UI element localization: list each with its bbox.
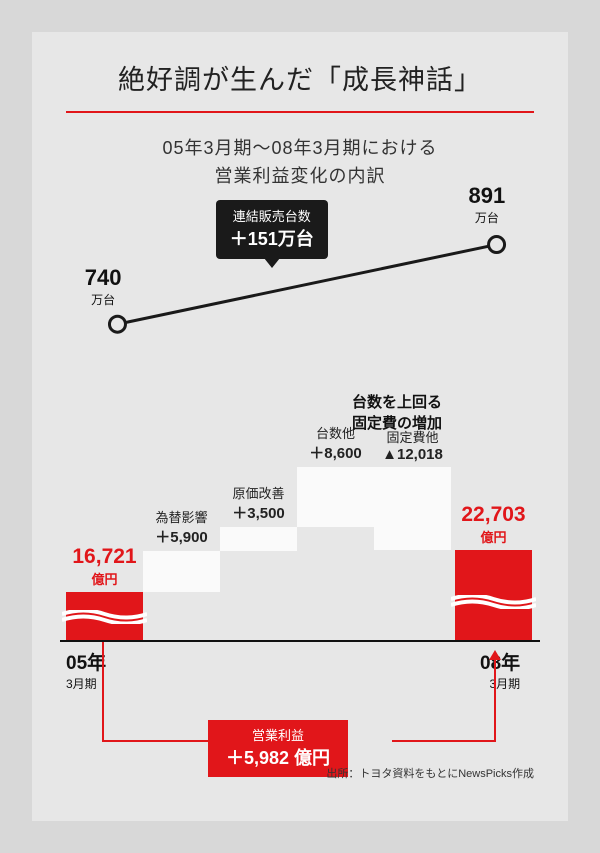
connector-right-h <box>392 740 496 742</box>
x-tick-right-period: 3月期 <box>480 675 520 692</box>
x-tick-left-period: 3月期 <box>66 675 106 692</box>
point-right-unit: 万台 <box>468 209 505 226</box>
badge-tail-icon <box>264 258 280 268</box>
fixed-cost-annotation: 台数を上回る 固定費の増加 <box>352 392 442 434</box>
bar-cost-label: 原価改善＋3,500 <box>232 483 285 527</box>
bar-fx: 為替影響＋5,900 <box>143 551 220 592</box>
bar-end-wave-icon <box>451 595 536 609</box>
bar-cost-value: ＋3,500 <box>232 502 285 523</box>
bar-start-value: 16,721 <box>72 545 136 569</box>
bar-end-value: 22,703 <box>461 503 525 527</box>
annotation-line2: 固定費の増加 <box>352 415 442 432</box>
profit-delta-value: ＋5,982 億円 <box>226 744 330 770</box>
bar-start-unit: 億円 <box>72 569 136 588</box>
bar-units: 台数他＋8,600 <box>297 467 374 527</box>
source-credit: 出所：トヨタ資料をもとにNewsPicks作成 <box>326 765 534 781</box>
point-left-value: 740 <box>85 265 122 291</box>
x-tick-left: 05年 3月期 <box>66 648 106 692</box>
bar-start-wave-icon <box>62 610 147 624</box>
point-right <box>489 237 505 253</box>
badge-line1: 連結販売台数 <box>230 206 314 225</box>
point-left <box>109 316 125 332</box>
point-left-label: 740 万台 <box>85 265 122 308</box>
bar-start: 16,721億円 <box>66 592 143 640</box>
bar-fx-label: 為替影響＋5,900 <box>155 507 208 551</box>
bar-cost-name: 原価改善 <box>232 483 285 502</box>
bar-start-label: 16,721億円 <box>72 545 136 592</box>
connector-left-h <box>102 740 208 742</box>
point-right-label: 891 万台 <box>468 183 505 226</box>
bar-end-label: 22,703億円 <box>461 503 525 550</box>
point-right-value: 891 <box>468 183 505 209</box>
bar-end-unit: 億円 <box>461 527 525 546</box>
bar-fixed-value: ▲12,018 <box>382 446 443 463</box>
connector-left-v <box>102 642 104 741</box>
panel: 絶好調が生んだ「成長神話」 05年3月期〜08年3月期における 営業利益変化の内… <box>32 32 568 821</box>
x-tick-left-year: 05年 <box>66 648 106 675</box>
bar-units-value: ＋8,600 <box>309 442 362 463</box>
annotation-line1: 台数を上回る <box>352 394 442 411</box>
x-axis <box>60 640 540 642</box>
point-left-unit: 万台 <box>85 291 122 308</box>
title: 絶好調が生んだ「成長神話」 <box>32 32 568 97</box>
units-line-chart: 740 万台 891 万台 連結販売台数 ＋151万台 <box>66 200 534 335</box>
units-delta-badge: 連結販売台数 ＋151万台 <box>216 200 328 259</box>
bar-fx-value: ＋5,900 <box>155 526 208 547</box>
title-underline <box>66 111 534 113</box>
bar-fixed: 固定費他▲12,018 <box>374 467 451 550</box>
bar-cost: 原価改善＋3,500 <box>220 527 297 551</box>
profit-delta-label: 営業利益 <box>226 725 330 744</box>
arrowhead-icon <box>489 650 501 660</box>
badge-line2: ＋151万台 <box>230 225 314 251</box>
subtitle-line1: 05年3月期〜08年3月期における <box>162 138 437 158</box>
bar-fx-name: 為替影響 <box>155 507 208 526</box>
bar-end: 22,703億円 <box>455 550 532 640</box>
subtitle-line2: 営業利益変化の内訳 <box>215 166 386 186</box>
connector-right-v <box>494 659 496 741</box>
chart-stage: 740 万台 891 万台 連結販売台数 ＋151万台 16,721億円為替影響… <box>66 200 534 781</box>
